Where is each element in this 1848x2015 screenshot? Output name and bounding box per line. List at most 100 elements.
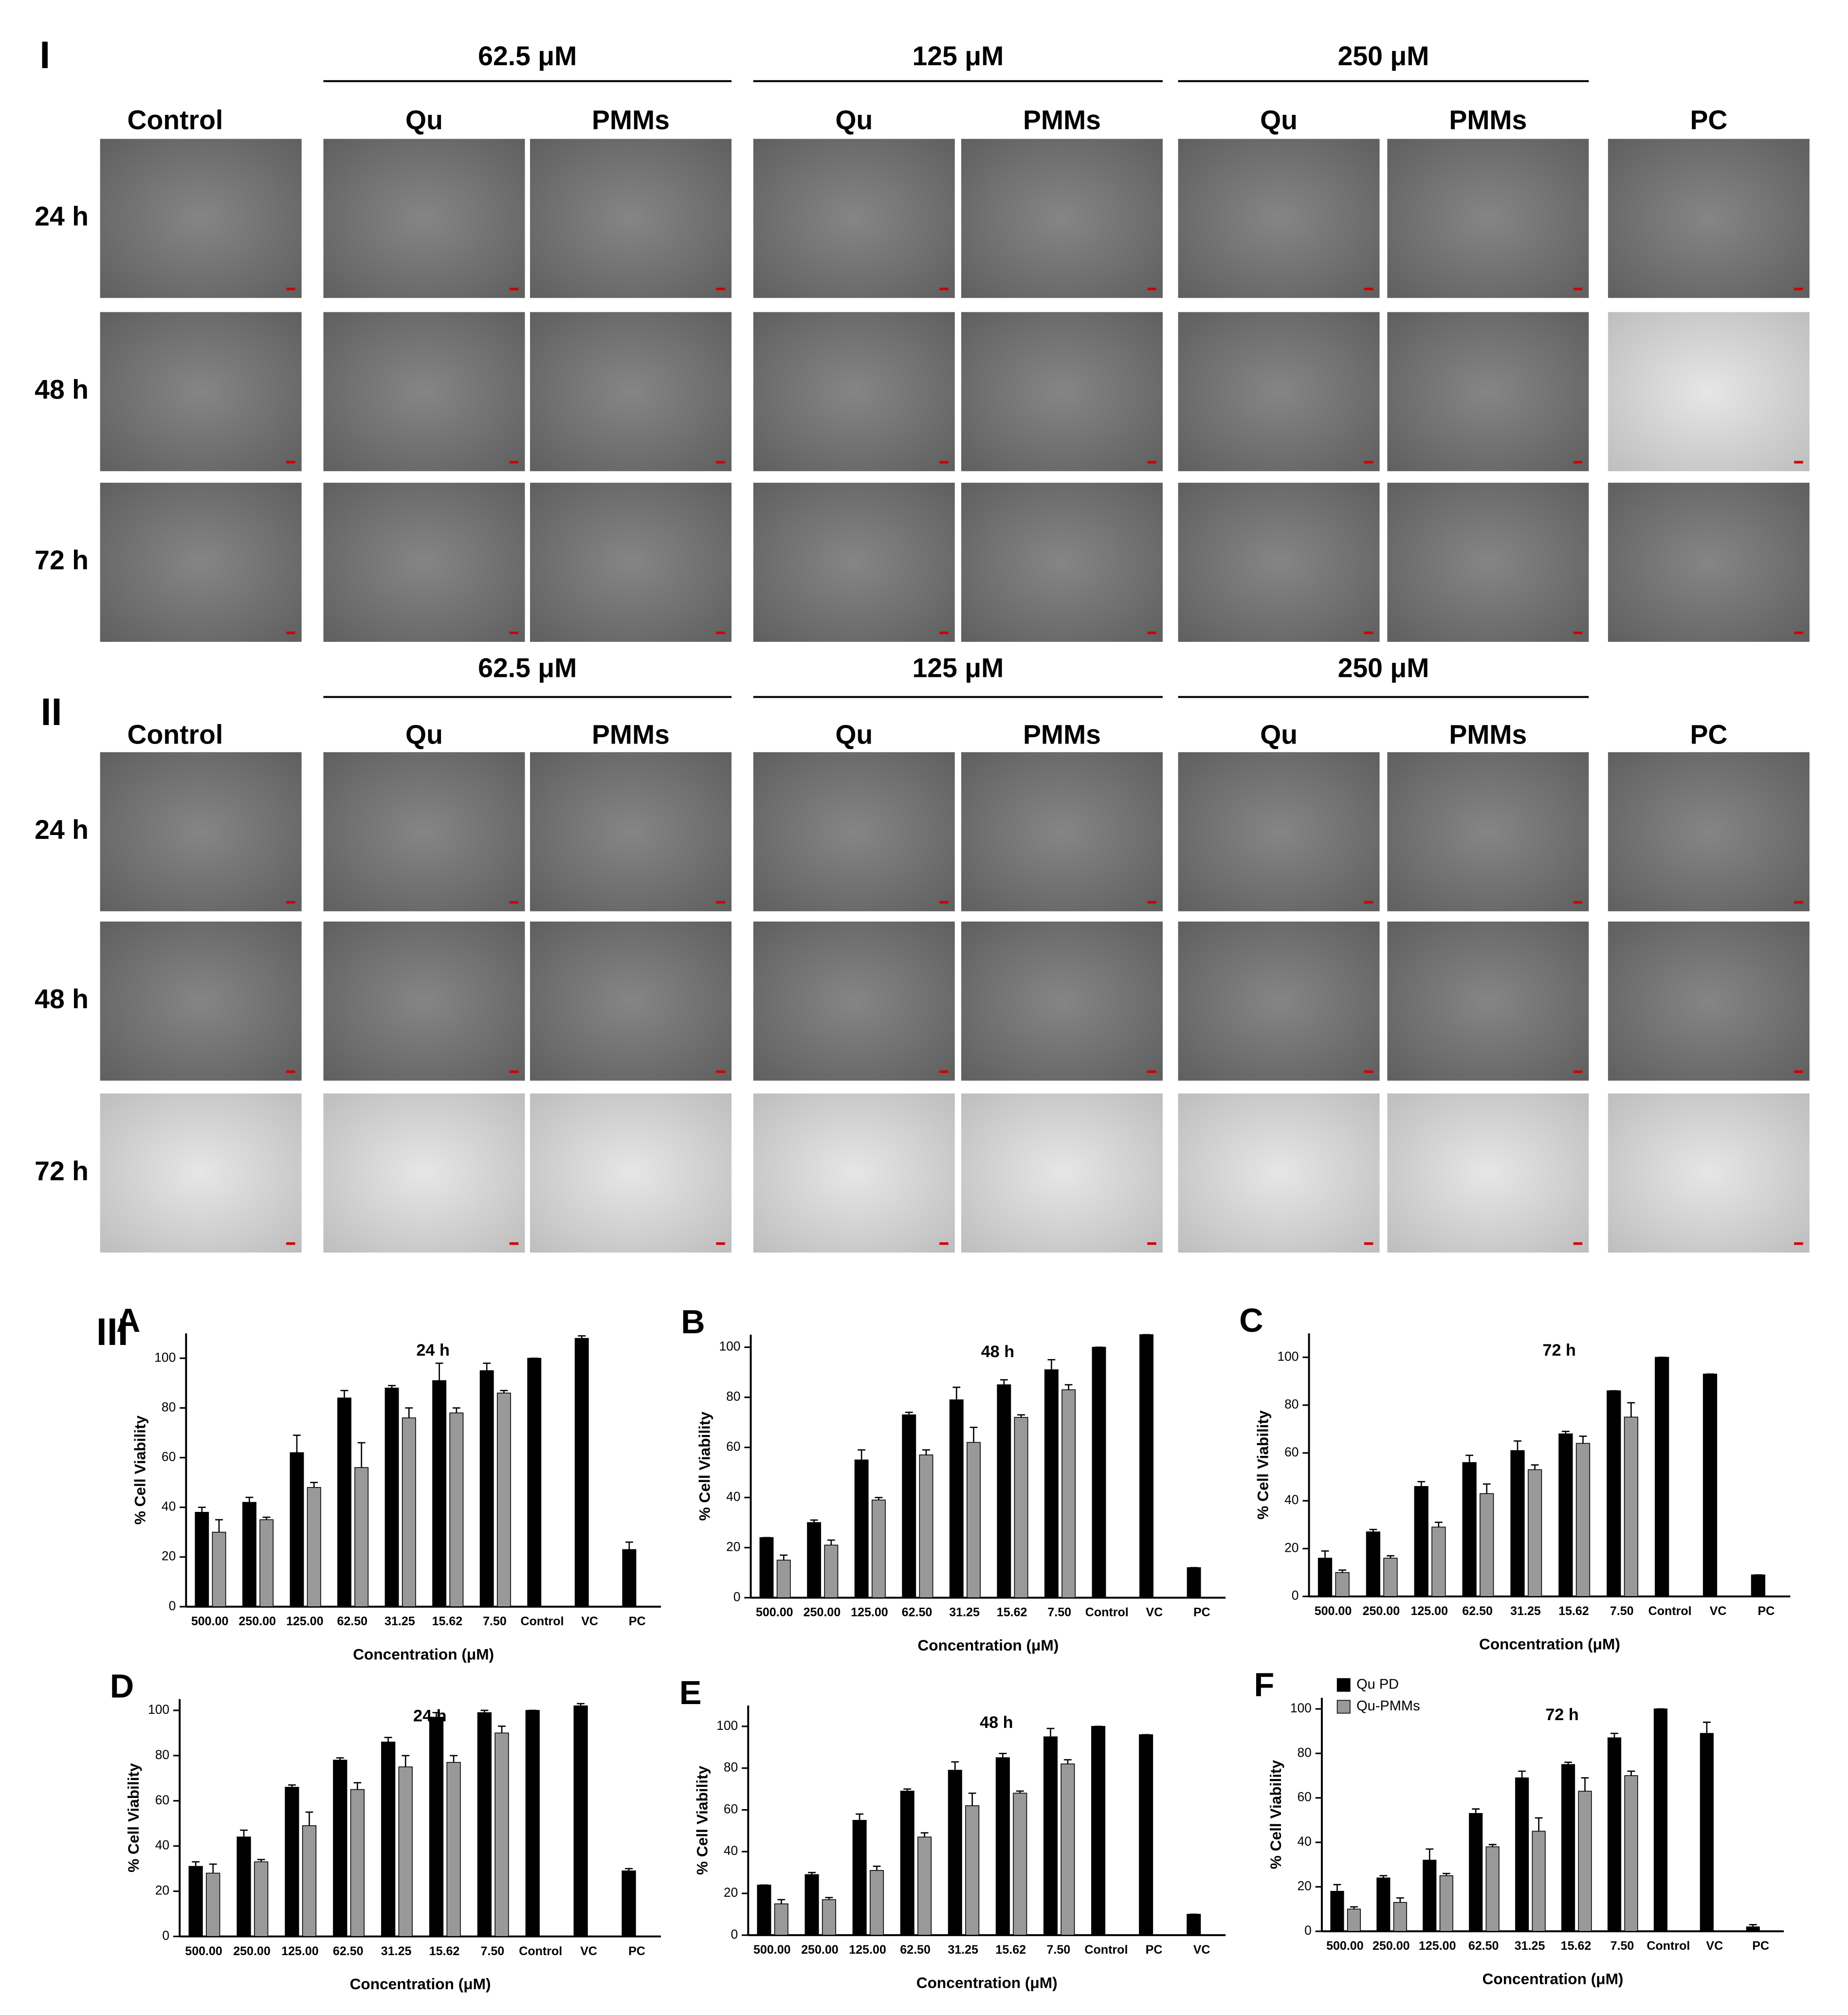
bar [822,1899,836,1936]
row-label: 48 h [35,374,89,404]
bar [188,1866,203,1937]
bar [1607,1737,1622,1932]
bar [1383,1558,1398,1597]
bar [1335,1572,1350,1597]
x-tick-label: PC [628,1944,645,1958]
x-tick-label: 31.25 [948,1943,978,1957]
bar [1347,1908,1361,1932]
y-tick-label: 0 [1292,1588,1299,1603]
bar [1376,1877,1391,1932]
scale-bar [509,288,519,290]
x-tick-label: 15.62 [1558,1604,1589,1618]
bar [1431,1526,1446,1597]
column-header: PC [1690,105,1727,135]
micrograph [530,752,732,911]
legend-label: Qu PD [1356,1676,1399,1692]
bar [824,1544,839,1598]
x-tick-label: 15.62 [1561,1939,1592,1953]
x-tick-label: 250.00 [1372,1939,1410,1953]
y-tick-label: 40 [1297,1834,1311,1849]
y-tick-label: 60 [726,1439,740,1454]
scale-bar [1147,631,1156,635]
x-tick-label: VC [1193,1943,1210,1957]
x-axis-label: Concentration (μM) [1482,1970,1624,1988]
scale-bar [1364,901,1373,904]
concentration-header: 62.5 μM [478,41,577,71]
y-tick-label: 100 [148,1702,169,1717]
scale-bar [1364,461,1373,464]
x-tick-label: 125.00 [851,1606,888,1619]
scale-bar [1573,1070,1583,1073]
y-axis-label: % Cell Viability [1267,1760,1284,1869]
bar [948,1770,962,1936]
x-tick-label: 7.50 [1047,1606,1071,1619]
x-tick-label: PC [629,1615,646,1628]
x-tick-label: 500.00 [1315,1604,1352,1618]
bar [307,1487,321,1607]
scale-bar [716,631,725,635]
x-tick-label: Control [521,1615,564,1628]
y-tick-label: 80 [1284,1397,1299,1412]
bar [774,1903,788,1936]
bar [290,1452,304,1607]
y-tick-label: 80 [162,1399,176,1414]
bar [1014,1416,1028,1598]
bar [381,1742,396,1937]
x-tick-label: 31.25 [381,1944,412,1958]
micrograph [1608,1093,1810,1253]
x-tick-label: 250.00 [238,1615,276,1628]
micrograph [753,752,955,911]
x-tick-label: 15.62 [432,1615,463,1628]
scale-bar [1364,631,1373,635]
bar [1746,1926,1760,1932]
bar [1061,1389,1076,1598]
scale-bar [716,901,725,904]
micrograph [100,312,302,472]
bar [965,1805,980,1936]
x-axis-label: Concentration (μM) [353,1645,494,1663]
panel-label: A [116,1302,141,1339]
bar [1091,1726,1106,1936]
concentration-header: 250 μM [1338,41,1429,71]
micrograph [1608,483,1810,642]
scale-bar [716,1242,725,1245]
micrograph [961,752,1163,911]
x-tick-label: 31.25 [384,1615,415,1628]
micrograph [530,921,732,1081]
bar [1393,1902,1407,1932]
y-tick-label: 100 [719,1339,740,1354]
bar [525,1710,540,1937]
bar [206,1872,220,1937]
bar [919,1454,933,1598]
concentration-header: 125 μM [913,41,1004,71]
x-tick-label: 62.50 [333,1944,364,1958]
bar [1515,1777,1529,1932]
micrograph [1178,921,1380,1081]
bar [1043,1736,1058,1936]
scale-bar [509,631,519,635]
micrograph [1387,921,1589,1081]
x-tick-label: 31.25 [1510,1604,1541,1618]
y-tick-label: 20 [162,1549,176,1563]
micrograph [1178,752,1380,911]
micrograph [1608,752,1810,911]
x-tick-label: Control [1084,1943,1128,1957]
x-tick-label: 125.00 [281,1944,319,1958]
y-tick-label: 40 [726,1489,740,1504]
micrograph [530,483,732,642]
scale-bar [1147,461,1156,464]
x-tick-label: 7.50 [1610,1604,1634,1618]
x-tick-label: 250.00 [804,1606,841,1619]
bar [967,1442,981,1598]
scale-bar [939,1070,949,1073]
bar [573,1705,588,1937]
micrograph [100,1093,302,1253]
micrograph [100,139,302,298]
scale-bar [939,901,949,904]
bar [1330,1890,1344,1932]
scale-bar [1573,631,1583,635]
micrograph [323,1093,525,1253]
bar [1480,1493,1494,1597]
y-axis-label: % Cell Viability [696,1412,714,1521]
micrograph [753,139,955,298]
